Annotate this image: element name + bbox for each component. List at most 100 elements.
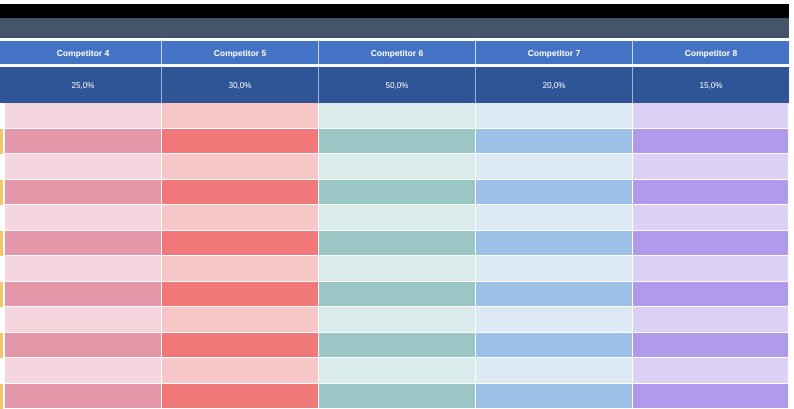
weight-value: 30,0% — [229, 81, 252, 90]
score-cell[interactable] — [5, 180, 162, 206]
score-cell[interactable] — [476, 129, 633, 155]
score-cell[interactable] — [476, 256, 633, 282]
score-cell[interactable] — [633, 256, 789, 282]
score-cell[interactable] — [162, 333, 319, 359]
score-cell[interactable] — [162, 256, 319, 282]
header-label: Competitor 6 — [371, 48, 423, 58]
score-cell[interactable] — [633, 333, 789, 359]
header-label: Competitor 4 — [57, 48, 109, 58]
weight-cell-competitor-6[interactable]: 50,0% — [319, 67, 476, 103]
score-cell[interactable] — [633, 103, 789, 129]
score-cell[interactable] — [319, 103, 476, 129]
weight-value: 15,0% — [700, 81, 723, 90]
score-cell[interactable] — [476, 358, 633, 384]
score-cell[interactable] — [476, 180, 633, 206]
score-cell[interactable] — [5, 205, 162, 231]
score-cell[interactable] — [633, 154, 789, 180]
score-cell[interactable] — [476, 205, 633, 231]
header-competitor-4[interactable]: Competitor 4 — [5, 41, 162, 64]
score-cell[interactable] — [5, 307, 162, 333]
score-cell[interactable] — [476, 154, 633, 180]
header-label: Competitor 8 — [685, 48, 737, 58]
score-cell[interactable] — [633, 205, 789, 231]
score-cell[interactable] — [162, 358, 319, 384]
row-accent-marker — [0, 231, 3, 257]
score-cell[interactable] — [162, 231, 319, 257]
table-row — [0, 256, 789, 282]
score-cell[interactable] — [319, 333, 476, 359]
table-row — [0, 205, 789, 231]
score-cell[interactable] — [162, 129, 319, 155]
sheet-edge — [789, 0, 794, 407]
weight-cell-competitor-7[interactable]: 20,0% — [476, 67, 633, 103]
table-row — [0, 282, 789, 308]
header-label: Competitor 5 — [214, 48, 266, 58]
table-row — [0, 307, 789, 333]
score-cell[interactable] — [319, 154, 476, 180]
score-cell[interactable] — [162, 205, 319, 231]
score-cell[interactable] — [633, 180, 789, 206]
score-cell[interactable] — [319, 256, 476, 282]
weight-value: 25,0% — [72, 81, 95, 90]
score-cell[interactable] — [319, 231, 476, 257]
weight-value: 50,0% — [386, 81, 409, 90]
weight-cell-competitor-8[interactable]: 15,0% — [633, 67, 789, 103]
score-cell[interactable] — [5, 282, 162, 308]
score-cell[interactable] — [319, 205, 476, 231]
score-grid — [0, 103, 789, 407]
score-cell[interactable] — [5, 333, 162, 359]
score-cell[interactable] — [476, 333, 633, 359]
weight-value: 20,0% — [543, 81, 566, 90]
score-cell[interactable] — [162, 103, 319, 129]
header-competitor-6[interactable]: Competitor 6 — [319, 41, 476, 64]
score-cell[interactable] — [633, 282, 789, 308]
row-accent-marker — [0, 384, 3, 409]
score-cell[interactable] — [319, 180, 476, 206]
score-cell[interactable] — [162, 180, 319, 206]
score-cell[interactable] — [476, 231, 633, 257]
score-cell[interactable] — [633, 231, 789, 257]
row-accent-marker — [0, 282, 3, 308]
score-cell[interactable] — [633, 384, 789, 409]
score-cell[interactable] — [5, 384, 162, 409]
score-cell[interactable] — [319, 358, 476, 384]
row-accent-marker — [0, 180, 3, 206]
score-cell[interactable] — [162, 384, 319, 409]
score-cell[interactable] — [633, 358, 789, 384]
score-cell[interactable] — [319, 307, 476, 333]
score-cell[interactable] — [319, 282, 476, 308]
score-cell[interactable] — [319, 384, 476, 409]
score-cell[interactable] — [5, 154, 162, 180]
table-row — [0, 384, 789, 409]
score-cell[interactable] — [319, 129, 476, 155]
row-accent-marker — [0, 333, 3, 359]
weight-cell-competitor-5[interactable]: 30,0% — [162, 67, 319, 103]
table-row — [0, 103, 789, 129]
title-bar-black — [0, 4, 789, 18]
header-competitor-7[interactable]: Competitor 7 — [476, 41, 633, 64]
score-cell[interactable] — [5, 256, 162, 282]
table-row — [0, 180, 789, 206]
score-cell[interactable] — [476, 282, 633, 308]
score-cell[interactable] — [5, 231, 162, 257]
score-cell[interactable] — [633, 129, 789, 155]
table-row — [0, 154, 789, 180]
score-cell[interactable] — [5, 103, 162, 129]
score-cell[interactable] — [476, 384, 633, 409]
weight-row: 25,0% 30,0% 50,0% 20,0% 15,0% — [0, 67, 789, 103]
weight-cell-competitor-4[interactable]: 25,0% — [5, 67, 162, 103]
score-cell[interactable] — [476, 103, 633, 129]
score-cell[interactable] — [5, 129, 162, 155]
score-cell[interactable] — [162, 282, 319, 308]
score-cell[interactable] — [162, 307, 319, 333]
header-competitor-5[interactable]: Competitor 5 — [162, 41, 319, 64]
table-row — [0, 231, 789, 257]
score-cell[interactable] — [633, 307, 789, 333]
header-competitor-8[interactable]: Competitor 8 — [633, 41, 789, 64]
row-accent-marker — [0, 129, 3, 155]
competitor-header-row: Competitor 4 Competitor 5 Competitor 6 C… — [0, 41, 789, 64]
score-cell[interactable] — [5, 358, 162, 384]
score-cell[interactable] — [162, 154, 319, 180]
score-cell[interactable] — [476, 307, 633, 333]
table-row — [0, 358, 789, 384]
